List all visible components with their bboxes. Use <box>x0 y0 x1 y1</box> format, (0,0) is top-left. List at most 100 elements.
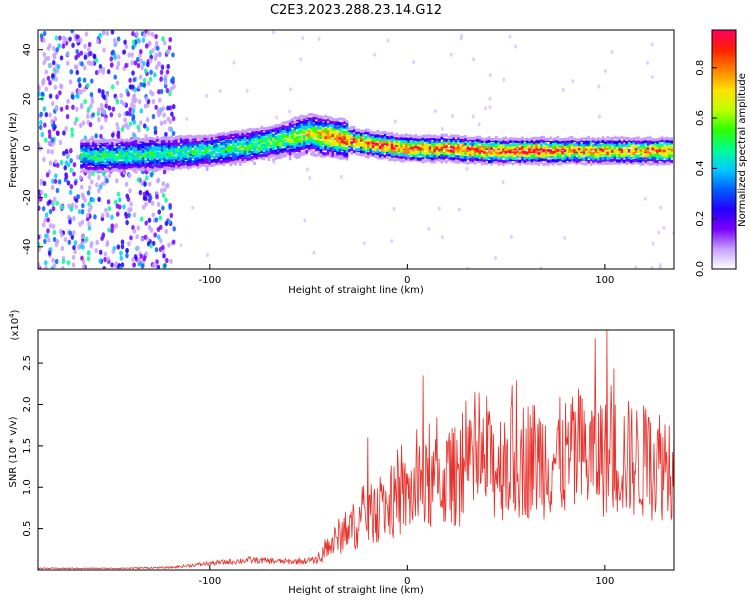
spectrogram-cell <box>435 156 439 160</box>
spectrogram-cell <box>291 141 294 145</box>
spectrogram-cell <box>196 162 199 167</box>
spectrogram-cell <box>563 137 567 141</box>
spectrogram-cell <box>528 141 531 145</box>
spectrogram-cell <box>84 149 88 153</box>
spectrogram-cell <box>409 148 413 152</box>
spectrogram-cell <box>551 162 555 166</box>
spectrogram-cell <box>653 156 657 160</box>
spectrogram-cell <box>201 153 204 157</box>
spectrogram-cell <box>168 118 173 125</box>
spectrogram-cell <box>487 152 491 156</box>
spectrogram-cell <box>96 166 100 170</box>
spectrogram-cell <box>440 156 444 160</box>
spectrogram-cell <box>153 72 157 78</box>
spectrogram-cell <box>115 211 120 217</box>
spectrogram-cell <box>105 92 109 98</box>
spectrogram-cell <box>409 146 413 150</box>
spectrogram-cell <box>212 155 216 160</box>
spectrogram-cell <box>582 143 586 147</box>
spectrogram-cell <box>151 99 156 105</box>
spectrogram-cell <box>53 178 58 184</box>
spectrogram-cell <box>231 136 235 140</box>
spectrogram-cell <box>70 234 75 240</box>
spectrogram-cell <box>276 137 280 141</box>
spectrogram-cell <box>120 165 124 169</box>
spectrogram-cell <box>201 155 204 159</box>
spectrogram-cell <box>248 127 252 132</box>
spectrogram-cell <box>348 148 351 152</box>
spectrogram-cell <box>281 135 285 140</box>
spectrogram-cell <box>212 141 216 145</box>
spectrogram-cell <box>67 239 72 245</box>
spectrogram-cell <box>473 147 477 152</box>
spectrogram-cell <box>201 163 204 167</box>
spectrogram-cell <box>274 123 278 128</box>
spectrogram-cell <box>84 156 88 160</box>
spectrogram-cell <box>151 240 156 246</box>
spectrogram-cell <box>96 111 101 117</box>
spectrogram-cell <box>194 137 197 141</box>
spectrogram-cell <box>367 155 370 159</box>
spectrogram-cell <box>476 144 479 148</box>
spectrogram-cell <box>317 151 320 155</box>
spectrogram-cell <box>82 168 86 172</box>
spectrogram-cell <box>303 118 306 122</box>
spectrogram-cell <box>291 151 294 156</box>
spectrogram-cell <box>156 164 159 168</box>
spectrogram-cell <box>608 153 612 158</box>
spectrogram-cell <box>352 139 356 143</box>
spectrogram-cell <box>452 159 455 163</box>
spectrogram-cell <box>383 154 387 158</box>
spectrogram-cell <box>495 152 498 156</box>
spectrogram-cell <box>476 138 479 142</box>
spectrogram-cell <box>105 240 110 246</box>
spectrogram-cell <box>179 152 183 156</box>
spectrogram-cell <box>125 165 128 170</box>
spectrogram-cell <box>205 143 209 147</box>
spectrogram-cell <box>525 137 529 141</box>
spectrogram-cell <box>208 163 211 167</box>
spectrogram-cell <box>136 37 140 43</box>
spectrogram-cell <box>345 154 349 158</box>
spectrogram-cell <box>120 167 124 172</box>
spectrogram-cell <box>86 250 91 256</box>
spectrogram-cell <box>142 195 147 201</box>
spectrogram-cell <box>258 135 261 139</box>
spectrogram-cell <box>111 151 114 155</box>
spectrogram-cell <box>476 141 479 145</box>
spectrogram-cell <box>110 227 114 234</box>
spectrogram-cell <box>478 155 482 160</box>
spectrogram-cell <box>106 139 109 143</box>
spectrogram-cell <box>115 203 120 209</box>
spectrogram-cell <box>390 146 394 150</box>
spectrogram-cell <box>157 112 161 118</box>
spectrogram-cell <box>634 136 638 141</box>
spectrogram-cell <box>162 112 166 118</box>
spectrogram-cell <box>258 153 261 158</box>
spectrogram-cell <box>274 155 278 159</box>
spectrogram-x-ticks: -100 0 100 <box>198 264 614 286</box>
spectrogram-cell <box>185 116 189 121</box>
spectrogram-cell <box>539 266 543 269</box>
spectrogram-cell <box>357 152 361 156</box>
spectrogram-cell <box>509 155 512 160</box>
spectrogram-cell <box>540 143 543 147</box>
spectrogram-cell <box>153 162 157 166</box>
spectrogram-cell <box>613 150 617 154</box>
spectrogram-cell <box>656 138 659 142</box>
spectrogram-cell <box>660 158 664 162</box>
spectrogram-cell <box>158 164 162 169</box>
spectrogram-cell <box>390 154 394 158</box>
spectrogram-cell <box>528 153 531 157</box>
spectrogram-cell <box>371 131 375 135</box>
spectrogram-cell <box>212 139 216 143</box>
spectrogram-cell <box>80 192 85 198</box>
spectrogram-cell <box>452 134 455 138</box>
spectrogram-cell <box>286 140 290 144</box>
spectrogram-cell <box>419 147 422 151</box>
spectrogram-cell <box>119 250 123 256</box>
spectrogram-cell <box>343 118 346 122</box>
spectrogram-cell <box>130 60 134 66</box>
spectrogram-cell <box>561 151 565 155</box>
spectrogram-cell <box>528 161 531 165</box>
